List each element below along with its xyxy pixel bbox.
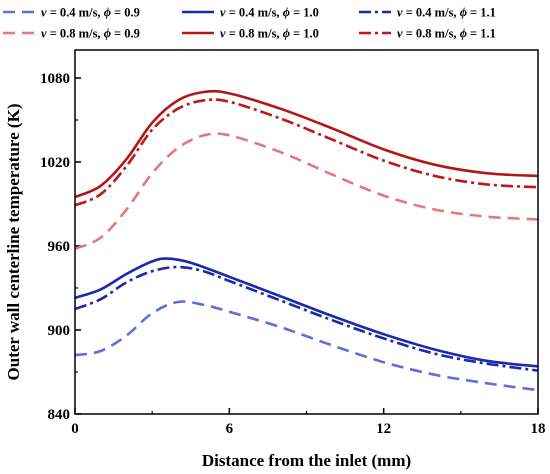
legend-label-part: v [397, 27, 403, 41]
legend-item: v = 0.8 m/s, ϕ = 1.1 [359, 27, 496, 41]
legend-item: v = 0.4 m/s, ϕ = 1.1 [359, 6, 496, 20]
y-tick-label: 900 [48, 323, 71, 339]
series-line-4 [74, 132, 539, 251]
legend-label-part: = 0.9 [111, 6, 140, 20]
legend-label-part: = 1.1 [467, 27, 496, 41]
legend-label-part: = 0.9 [111, 27, 140, 41]
series-layer [74, 89, 539, 392]
legend-label-part: = 0.4 m/s, [226, 6, 283, 20]
legend-label-part: = 0.8 m/s, [47, 27, 104, 41]
series-line-2 [74, 257, 539, 368]
y-tick-label: 960 [48, 239, 71, 255]
legend-label-part: ϕ [460, 6, 467, 20]
legend-label-part: ϕ [104, 6, 111, 20]
x-axis-title: Distance from the inlet (mm) [202, 451, 411, 470]
legend-label-part: v [220, 6, 226, 20]
legend-item: v = 0.4 m/s, ϕ = 0.9 [3, 6, 140, 20]
legend-label-part: ϕ [283, 6, 290, 20]
legend-label-part: v [41, 27, 47, 41]
legend-label-part: = 0.4 m/s, [47, 6, 104, 20]
legend-item: v = 0.8 m/s, ϕ = 1.0 [182, 27, 319, 41]
y-axis-title: Outer wall centerline temperature (K) [4, 104, 23, 381]
legend-label: v = 0.8 m/s, ϕ = 1.1 [397, 27, 496, 41]
legend-label-part: v [397, 6, 403, 20]
legend-label-part: ϕ [104, 27, 111, 41]
legend-item: v = 0.8 m/s, ϕ = 0.9 [3, 27, 140, 41]
legend-label-part: ϕ [283, 27, 290, 41]
y-tick-label: 1080 [40, 71, 70, 87]
legend-label-part: = 1.0 [290, 6, 319, 20]
legend-label: v = 0.4 m/s, ϕ = 1.1 [397, 6, 496, 20]
legend-label-part: v [220, 27, 226, 41]
y-tick-label: 1020 [40, 155, 70, 171]
legend: v = 0.4 m/s, ϕ = 0.9 v = 0.4 m/s, ϕ = 1.0… [3, 6, 496, 41]
series-line-6 [74, 98, 539, 207]
legend-item: v = 0.4 m/s, ϕ = 1.0 [182, 6, 319, 20]
legend-label: v = 0.8 m/s, ϕ = 0.9 [41, 27, 140, 41]
x-tick-label: 6 [226, 421, 234, 437]
y-tick-label: 840 [48, 407, 71, 423]
series-line-5 [74, 89, 539, 199]
label-layer: 0 6 12 18 840 900 960 1020 1080 [40, 71, 546, 437]
legend-label-part: = 1.0 [290, 27, 319, 41]
x-tick-label: 18 [531, 421, 546, 437]
plot-frame [74, 49, 539, 415]
series-line-1 [74, 300, 539, 392]
legend-label: v = 0.8 m/s, ϕ = 1.0 [220, 27, 319, 41]
legend-label-part: = 1.1 [467, 6, 496, 20]
legend-label: v = 0.4 m/s, ϕ = 0.9 [41, 6, 140, 20]
series-line-3 [74, 265, 539, 372]
x-tick-label: 0 [71, 421, 79, 437]
legend-label-part: = 0.4 m/s, [403, 6, 460, 20]
legend-label-part: v [41, 6, 47, 20]
x-tick-label: 12 [376, 421, 391, 437]
legend-label-part: = 0.8 m/s, [403, 27, 460, 41]
legend-label: v = 0.4 m/s, ϕ = 1.0 [220, 6, 319, 20]
legend-label-part: ϕ [460, 27, 467, 41]
legend-label-part: = 0.8 m/s, [226, 27, 283, 41]
